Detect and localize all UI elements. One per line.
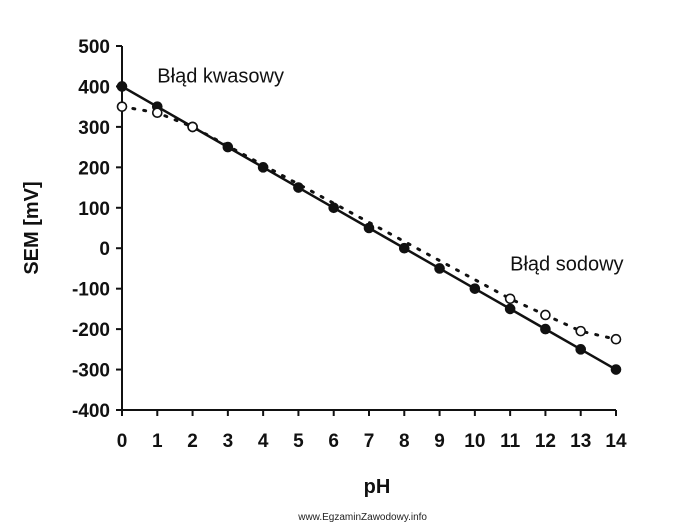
x-tick-label: 2 xyxy=(187,431,198,452)
x-tick-label: 8 xyxy=(399,431,410,452)
y-tick-label: -100 xyxy=(72,280,110,301)
open-marker xyxy=(610,333,622,345)
filled-marker xyxy=(363,222,375,234)
x-tick-label: 0 xyxy=(117,431,128,452)
filled-marker xyxy=(504,303,516,315)
y-tick-label: 400 xyxy=(78,77,110,98)
x-tick-label: 7 xyxy=(364,431,375,452)
x-tick-label: 1 xyxy=(152,431,163,452)
x-tick-label: 5 xyxy=(293,431,304,452)
open-marker xyxy=(187,121,198,133)
x-tick-label: 11 xyxy=(500,431,521,452)
y-tick-label: -400 xyxy=(72,401,110,422)
filled-marker xyxy=(469,283,481,294)
filled-marker xyxy=(540,323,551,335)
y-tick-label: -200 xyxy=(72,320,110,341)
y-tick-label: 200 xyxy=(78,158,110,179)
x-tick-label: 14 xyxy=(605,431,627,452)
y-tick-label: 300 xyxy=(78,118,110,139)
y-axis-title: SEM [mV] xyxy=(21,181,43,274)
open-marker xyxy=(504,293,516,305)
open-marker xyxy=(575,325,587,337)
y-tick-label: -300 xyxy=(72,361,110,382)
y-tick-label: 500 xyxy=(78,37,110,58)
x-tick-label: 10 xyxy=(464,431,485,452)
y-tick-label: 0 xyxy=(99,239,110,260)
filled-marker xyxy=(575,344,587,355)
filled-marker xyxy=(116,81,128,92)
filled-marker xyxy=(434,263,445,274)
open-marker xyxy=(116,101,128,112)
y-tick-label: 100 xyxy=(78,199,110,220)
x-axis-title: pH xyxy=(364,476,391,498)
annotation-1: Błąd sodowy xyxy=(510,253,623,275)
x-tick-label: 3 xyxy=(223,431,234,452)
x-tick-label: 12 xyxy=(535,431,556,452)
x-tick-label: 13 xyxy=(570,431,591,452)
x-tick-label: 6 xyxy=(328,431,339,452)
series-line-1 xyxy=(120,105,618,341)
watermark: www.EgzaminZawodowy.info xyxy=(298,512,427,523)
filled-marker xyxy=(610,364,622,375)
filled-marker xyxy=(398,242,410,254)
annotation-0: Błąd kwasowy xyxy=(157,65,284,87)
x-tick-label: 4 xyxy=(258,431,269,452)
x-tick-label: 9 xyxy=(434,431,445,452)
open-marker xyxy=(151,107,163,119)
open-marker xyxy=(540,309,551,321)
filled-marker xyxy=(328,202,340,214)
